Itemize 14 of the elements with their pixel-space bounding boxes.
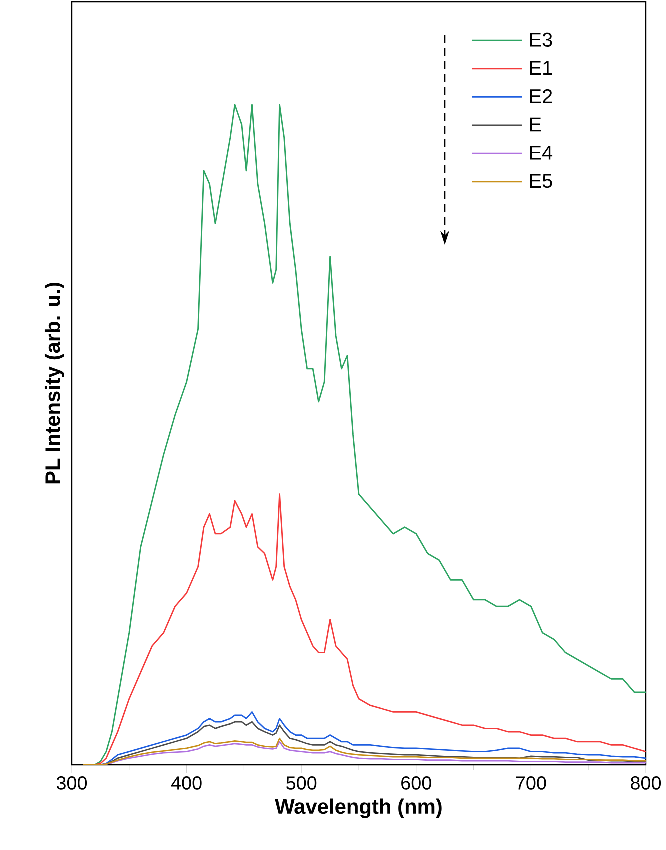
legend-label: E5 <box>530 174 552 188</box>
legend-label: E <box>530 118 542 132</box>
legend-label: E3 <box>530 32 552 47</box>
x-tick-label: 500 <box>286 776 317 790</box>
x-tick-label: 300 <box>56 776 88 790</box>
x-tick-label: 700 <box>516 776 546 790</box>
x-tick-label: 400 <box>171 776 202 790</box>
legend-label: E2 <box>530 89 552 104</box>
x-axis-title: Wavelength (nm) <box>275 798 442 818</box>
x-tick-label: 800 <box>631 776 662 790</box>
y-axis-title: PL Intensity (arb. u.) <box>44 283 64 484</box>
x-tick-label: 600 <box>402 776 432 790</box>
legend-label: E1 <box>530 61 552 75</box>
legend-label: E4 <box>530 146 553 160</box>
